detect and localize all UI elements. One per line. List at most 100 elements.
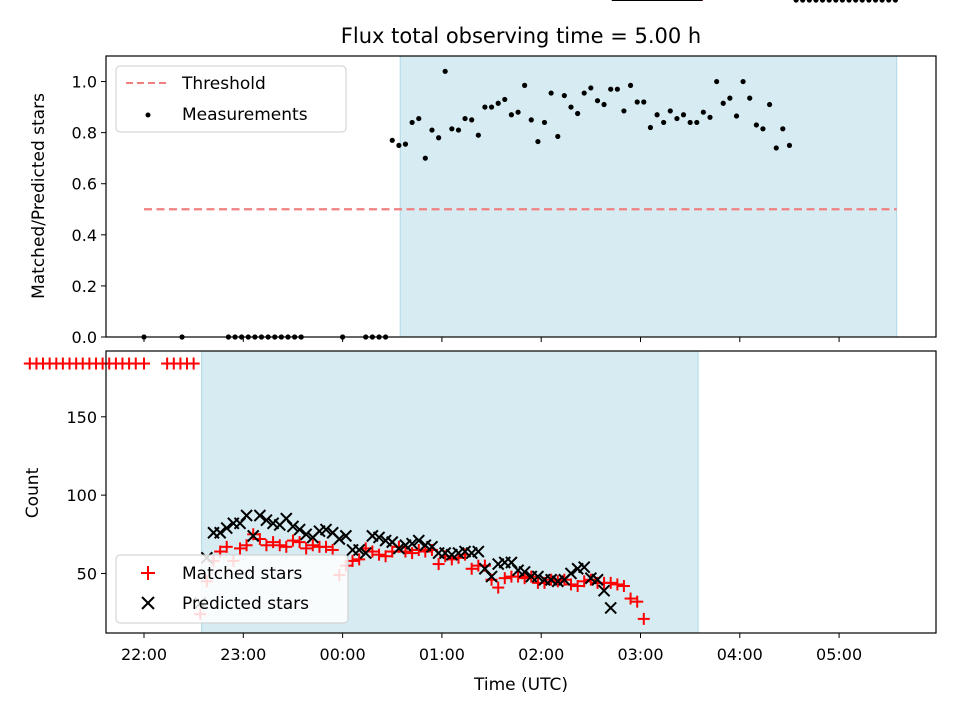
measurement-point (886, 0, 892, 3)
measurement-point (740, 78, 746, 85)
predicted-star-point (240, 509, 253, 522)
predicted-star-point (372, 531, 386, 544)
matched-star-point (406, 547, 419, 560)
x-tick-label: 23:00 (220, 645, 266, 664)
x-tick-label: 04:00 (717, 645, 763, 664)
predicted-star-point (253, 509, 267, 522)
predicted-star-point (220, 521, 233, 535)
count-y-tick-label: 100 (66, 486, 97, 505)
measurement-point (488, 104, 495, 110)
measurement-point (687, 119, 693, 126)
measurement-point (780, 126, 786, 132)
measurement-point (641, 99, 647, 105)
measurement-point (442, 68, 448, 74)
x-tick-label: 03:00 (617, 645, 663, 664)
measurement-point (455, 127, 462, 133)
count-panel: 50 100 150 22:00 23:00 00:00 01:00 02:00 03:00 04… (23, 0, 937, 695)
chart-title: Flux total observing time = 5.00 h (341, 24, 701, 48)
measurement-point (813, 0, 819, 3)
predicted-star-point (392, 542, 406, 555)
measurement-point (654, 112, 660, 118)
predicted-star-point (472, 545, 485, 558)
measurement-point (866, 0, 872, 3)
matched-star-point (617, 580, 630, 592)
measurement-point (800, 0, 806, 3)
measurement-point (482, 104, 488, 110)
measurement-point (806, 0, 812, 3)
matched-star-point (247, 528, 260, 541)
measurement-point (541, 119, 548, 126)
count-y-tick-label: 150 (66, 408, 97, 427)
ratio-y-tick-label: 0.4 (72, 226, 97, 245)
measurement-point (436, 135, 442, 141)
measurement-point (634, 99, 640, 105)
predicted-star-point (299, 528, 313, 541)
measurement-point (495, 100, 501, 106)
matched-star-point (631, 595, 644, 608)
legend-predicted-swatch (141, 596, 155, 610)
matched-star-point (637, 612, 650, 625)
matched-star-point (584, 573, 597, 586)
matched-star-point (260, 539, 273, 552)
matched-star-point (267, 536, 280, 549)
ratio-y-tick-label: 0.0 (72, 328, 97, 347)
measurement-point (396, 142, 402, 149)
matched-star-point (373, 548, 386, 561)
measurement-point (601, 101, 607, 108)
predicted-star-point (597, 584, 611, 597)
ratio-y-tick-label: 0.2 (72, 277, 97, 296)
measurement-point (760, 126, 766, 132)
measurement-point (429, 127, 435, 133)
predicted-star-point (359, 546, 372, 560)
measurement-point (548, 90, 554, 96)
measurement-point (449, 126, 455, 132)
measurement-point (522, 82, 528, 88)
matched-star-point (492, 581, 505, 594)
predicted-star-point (286, 520, 300, 533)
matched-star-point (346, 554, 359, 567)
ratio-panel-frame (105, 55, 937, 338)
measurement-point (469, 117, 475, 123)
measurement-point (416, 115, 422, 122)
matched-star-point (306, 539, 319, 552)
matched-star-point (419, 545, 432, 558)
measurement-point (647, 124, 654, 131)
matched-star-point (465, 562, 478, 575)
predicted-star-point (485, 570, 498, 583)
measurement-point (508, 112, 515, 118)
measurement-point (627, 82, 634, 88)
matched-star-point (320, 540, 333, 553)
predicted-star-point (339, 529, 353, 543)
matched-star-point (138, 357, 150, 370)
x-tick-label: 01:00 (419, 645, 465, 664)
measurement-point (839, 0, 845, 3)
measurement-point (819, 0, 826, 3)
measurement-point (859, 0, 865, 3)
measurement-point (879, 0, 885, 3)
predicted-star-point (352, 543, 366, 557)
matched-star-point (564, 578, 577, 591)
measurement-point (853, 0, 859, 3)
predicted-star-point (333, 532, 346, 546)
count-y-axis-label: Count (23, 467, 43, 518)
measurement-point (608, 86, 614, 92)
legend-predicted-label: Predicted stars (182, 594, 309, 614)
measurement-point (892, 0, 899, 3)
measurement-point (674, 115, 680, 122)
measurement-point (575, 110, 581, 117)
x-tick-label: 02:00 (518, 645, 564, 664)
count-legend: Matched stars Predicted stars (115, 554, 349, 624)
measurement-point (846, 0, 852, 3)
measurement-point (409, 119, 415, 126)
legend-threshold-label: Threshold (181, 74, 266, 94)
predicted-star-point (412, 534, 425, 547)
ratio-legend-box (115, 65, 347, 133)
measurement-point (614, 86, 620, 92)
ratio-panel: 0.0 0.2 0.4 0.6 0.8 1.0 Matched/Predicted sta… (29, 0, 937, 347)
x-tick-label: 05:00 (816, 645, 862, 664)
count-y-tick-label: 50 (77, 564, 97, 583)
measurement-point (475, 132, 481, 138)
x-tick-label: 22:00 (121, 645, 167, 664)
predicted-star-point (604, 601, 617, 615)
